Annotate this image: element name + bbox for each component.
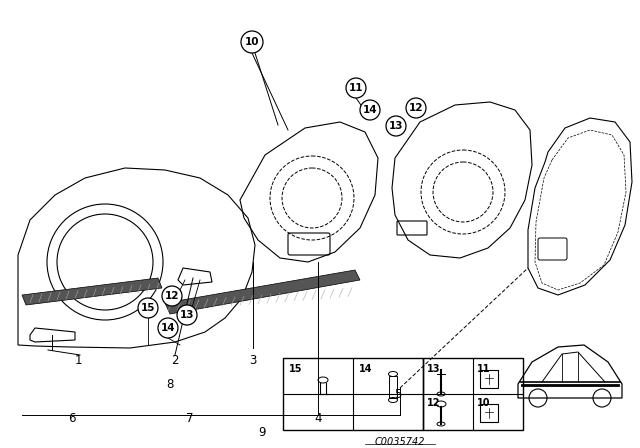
Bar (389, 376, 397, 398)
Text: 14: 14 (363, 105, 378, 115)
Bar (480, 404, 498, 422)
Text: 13: 13 (388, 121, 403, 131)
Circle shape (386, 116, 406, 136)
Text: 11: 11 (477, 364, 490, 374)
Circle shape (162, 286, 182, 306)
Text: 10: 10 (244, 37, 259, 47)
Text: 7: 7 (186, 412, 194, 425)
Text: 12: 12 (164, 291, 179, 301)
Text: 4: 4 (314, 412, 322, 425)
Text: C0035742: C0035742 (375, 437, 425, 447)
Text: 14: 14 (161, 323, 175, 333)
Text: 6: 6 (68, 412, 76, 425)
Text: 9: 9 (259, 426, 266, 439)
Text: 12: 12 (427, 398, 440, 408)
Polygon shape (22, 278, 162, 305)
Text: 14: 14 (359, 364, 372, 374)
Text: 1: 1 (74, 353, 82, 366)
Text: 3: 3 (250, 353, 257, 366)
Circle shape (177, 305, 197, 325)
Bar (283, 358, 423, 430)
Circle shape (241, 31, 263, 53)
Bar (423, 358, 523, 430)
Text: 15: 15 (289, 364, 303, 374)
Circle shape (346, 78, 366, 98)
Text: 8: 8 (166, 379, 173, 392)
Text: 2: 2 (172, 353, 179, 366)
Circle shape (138, 298, 158, 318)
Text: 13: 13 (180, 310, 195, 320)
Text: 11: 11 (349, 83, 364, 93)
Bar (480, 370, 498, 388)
Text: 13: 13 (427, 364, 440, 374)
Text: 15: 15 (141, 303, 156, 313)
Polygon shape (165, 270, 360, 314)
Circle shape (158, 318, 178, 338)
Text: 10: 10 (477, 398, 490, 408)
Text: 12: 12 (409, 103, 423, 113)
Circle shape (406, 98, 426, 118)
Text: 5: 5 (394, 388, 402, 401)
Circle shape (360, 100, 380, 120)
